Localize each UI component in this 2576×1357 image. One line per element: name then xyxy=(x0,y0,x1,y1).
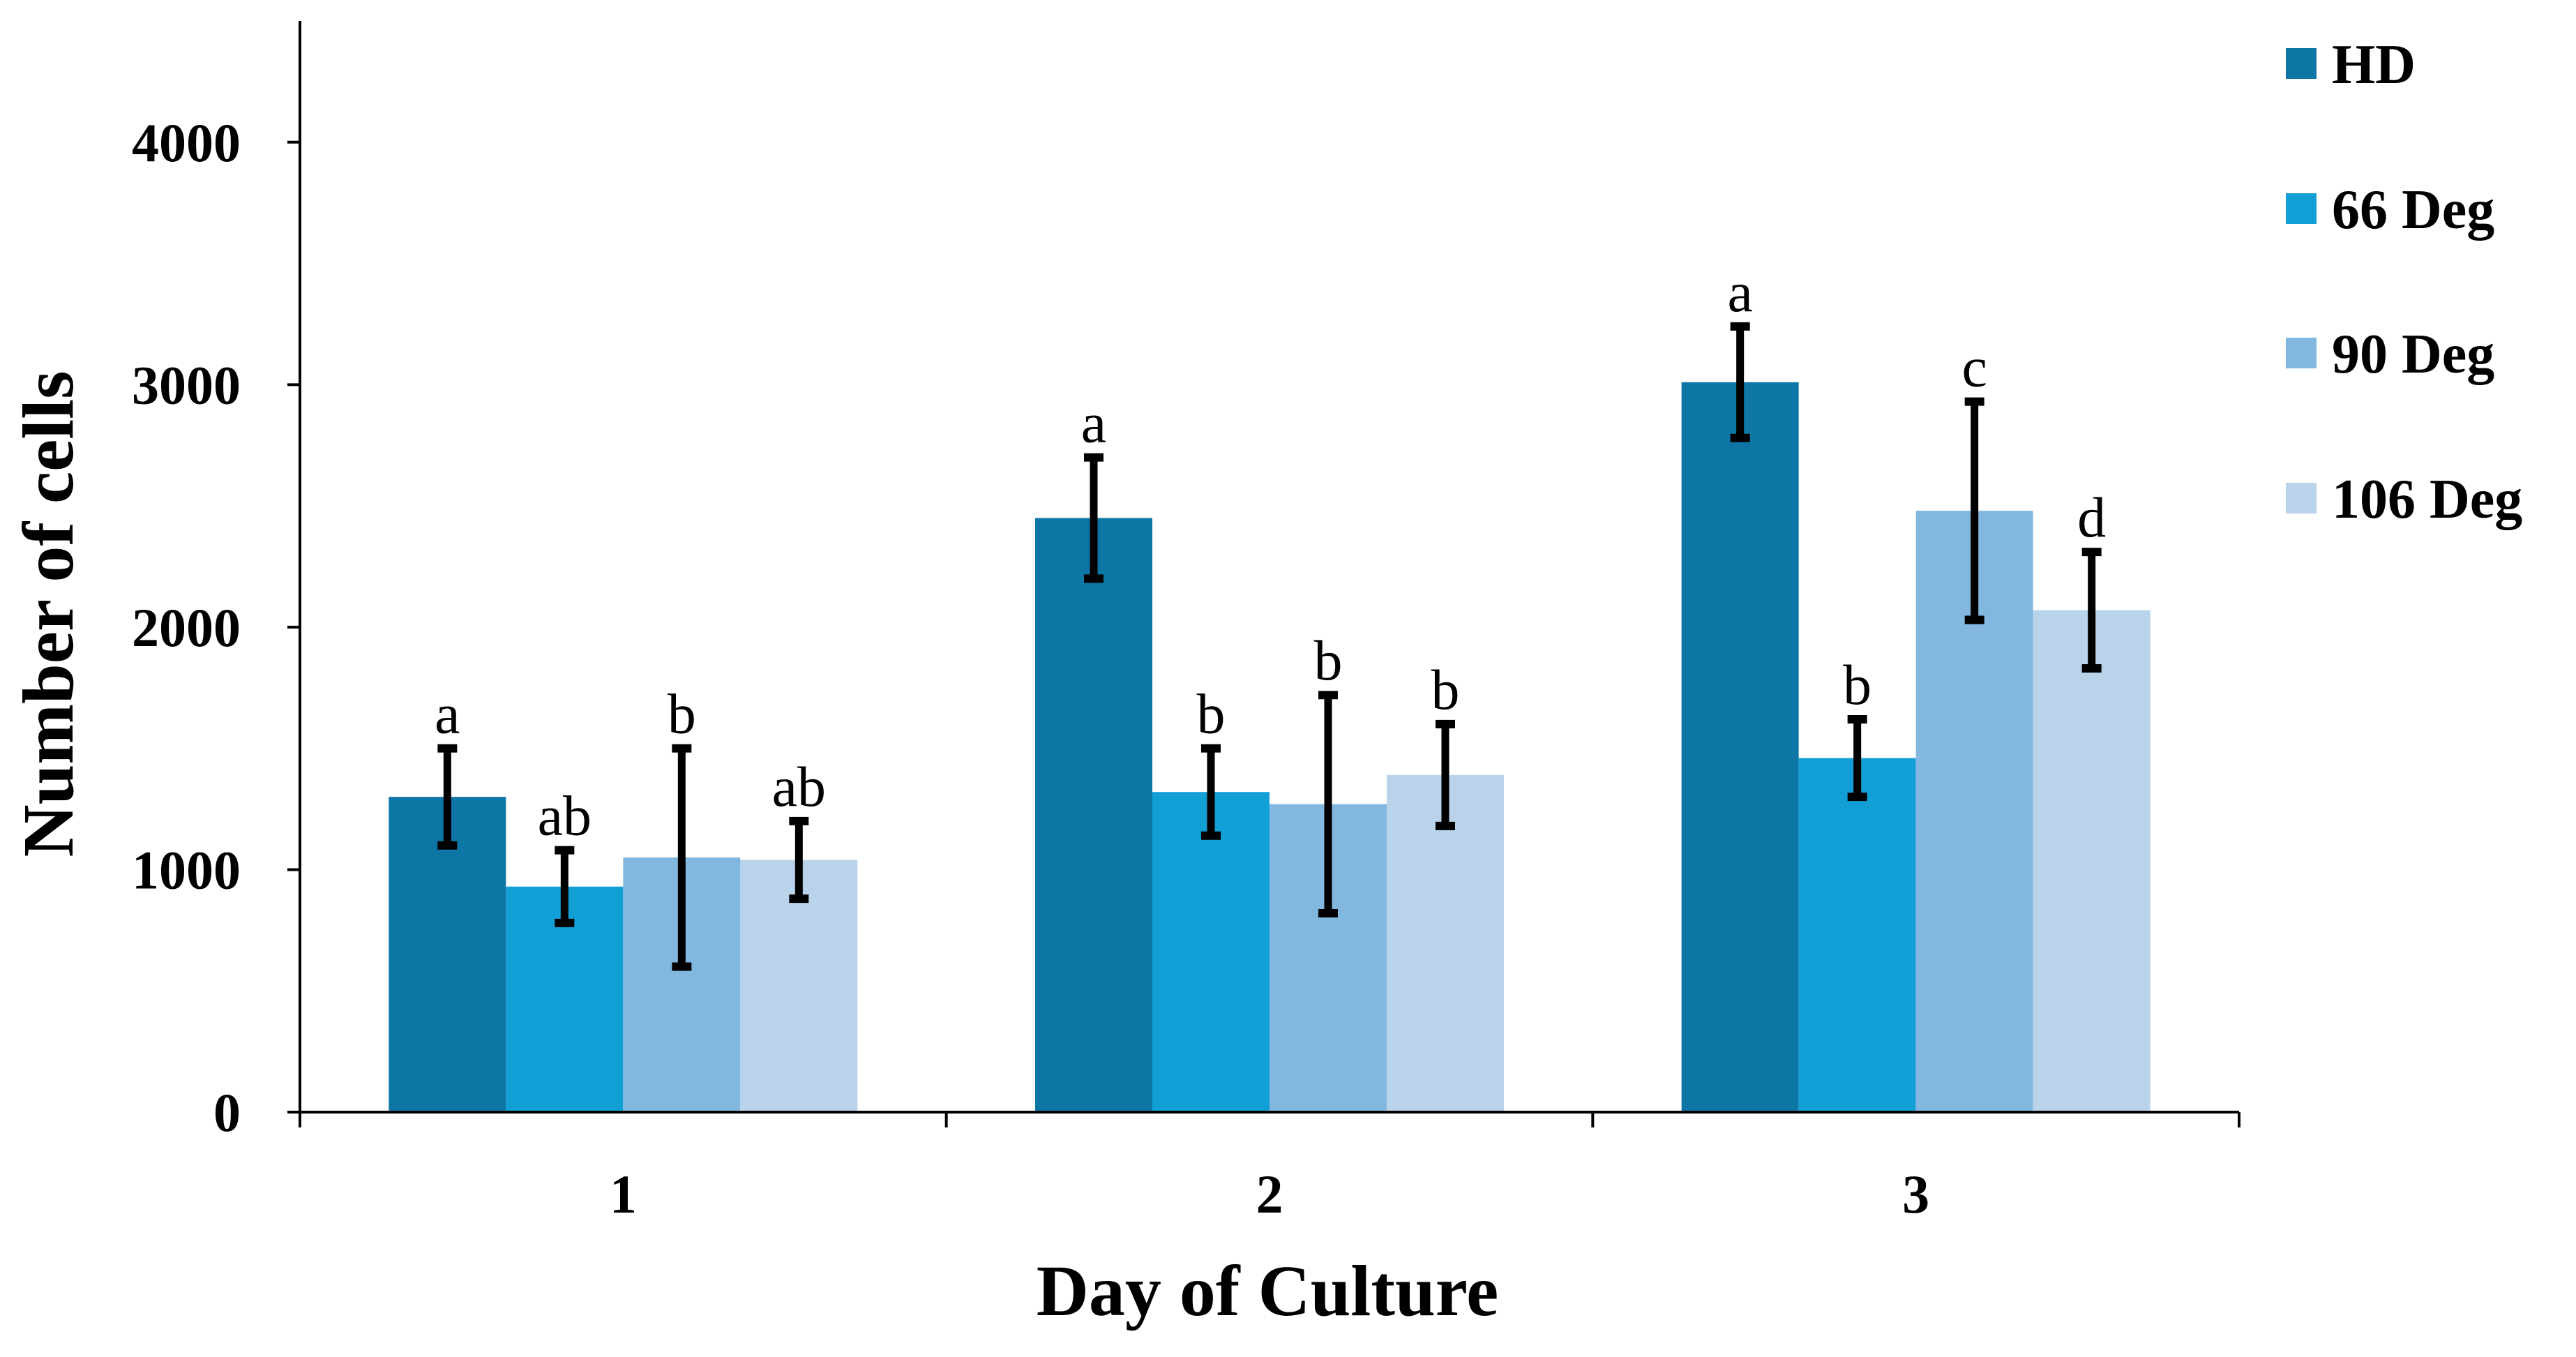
x-axis-title: Day of Culture xyxy=(1037,1251,1499,1331)
bar-day2-106-deg xyxy=(1387,774,1504,1112)
legend-swatch xyxy=(2286,483,2317,513)
significance-label: c xyxy=(1961,336,1987,399)
significance-label: b xyxy=(1314,629,1343,692)
y-tick-label: 2000 xyxy=(132,597,241,658)
legend-swatch xyxy=(2286,193,2317,224)
bars-layer xyxy=(389,382,2151,1112)
bar-day2-66-deg xyxy=(1152,792,1270,1112)
legend-swatch xyxy=(2286,338,2317,368)
bar-day3-106-deg xyxy=(2033,610,2151,1112)
legend: HD 66 Deg 90 Deg 106 Deg xyxy=(2286,34,2522,530)
significance-label: b xyxy=(1843,653,1871,717)
bar-day3-hd xyxy=(1681,382,1799,1112)
bar-day2-hd xyxy=(1035,518,1152,1112)
significance-label: b xyxy=(1197,682,1226,746)
x-tick-label: 3 xyxy=(1902,1164,1929,1224)
significance-label: a xyxy=(435,682,460,746)
error-bars-layer xyxy=(437,322,2102,971)
x-tick-label: 2 xyxy=(1256,1164,1283,1224)
bar-day3-66-deg xyxy=(1798,758,1916,1112)
legend-label: HD xyxy=(2332,34,2416,96)
y-axis-title: Number of cells xyxy=(8,370,89,857)
significance-label: a xyxy=(1081,391,1106,455)
y-tick-label: 0 xyxy=(213,1082,241,1143)
significance-label: b xyxy=(668,682,696,746)
legend-label: 90 Deg xyxy=(2332,324,2494,385)
y-tick-label: 4000 xyxy=(132,112,241,173)
y-tick-label: 1000 xyxy=(132,839,241,900)
significance-label: a xyxy=(1727,260,1752,324)
significance-label: ab xyxy=(772,755,826,818)
y-axis: 0 1000 2000 3000 4000 xyxy=(132,112,300,1143)
y-tick-label: 3000 xyxy=(132,354,241,415)
legend-label: 66 Deg xyxy=(2332,179,2494,241)
x-tick-label: 1 xyxy=(610,1164,637,1224)
significance-label: ab xyxy=(538,784,592,848)
significance-label: b xyxy=(1431,658,1460,721)
significance-label: d xyxy=(2077,486,2106,549)
x-axis: 1 2 3 xyxy=(299,1112,2240,1224)
legend-label: 106 Deg xyxy=(2332,469,2522,530)
legend-swatch xyxy=(2286,48,2317,79)
